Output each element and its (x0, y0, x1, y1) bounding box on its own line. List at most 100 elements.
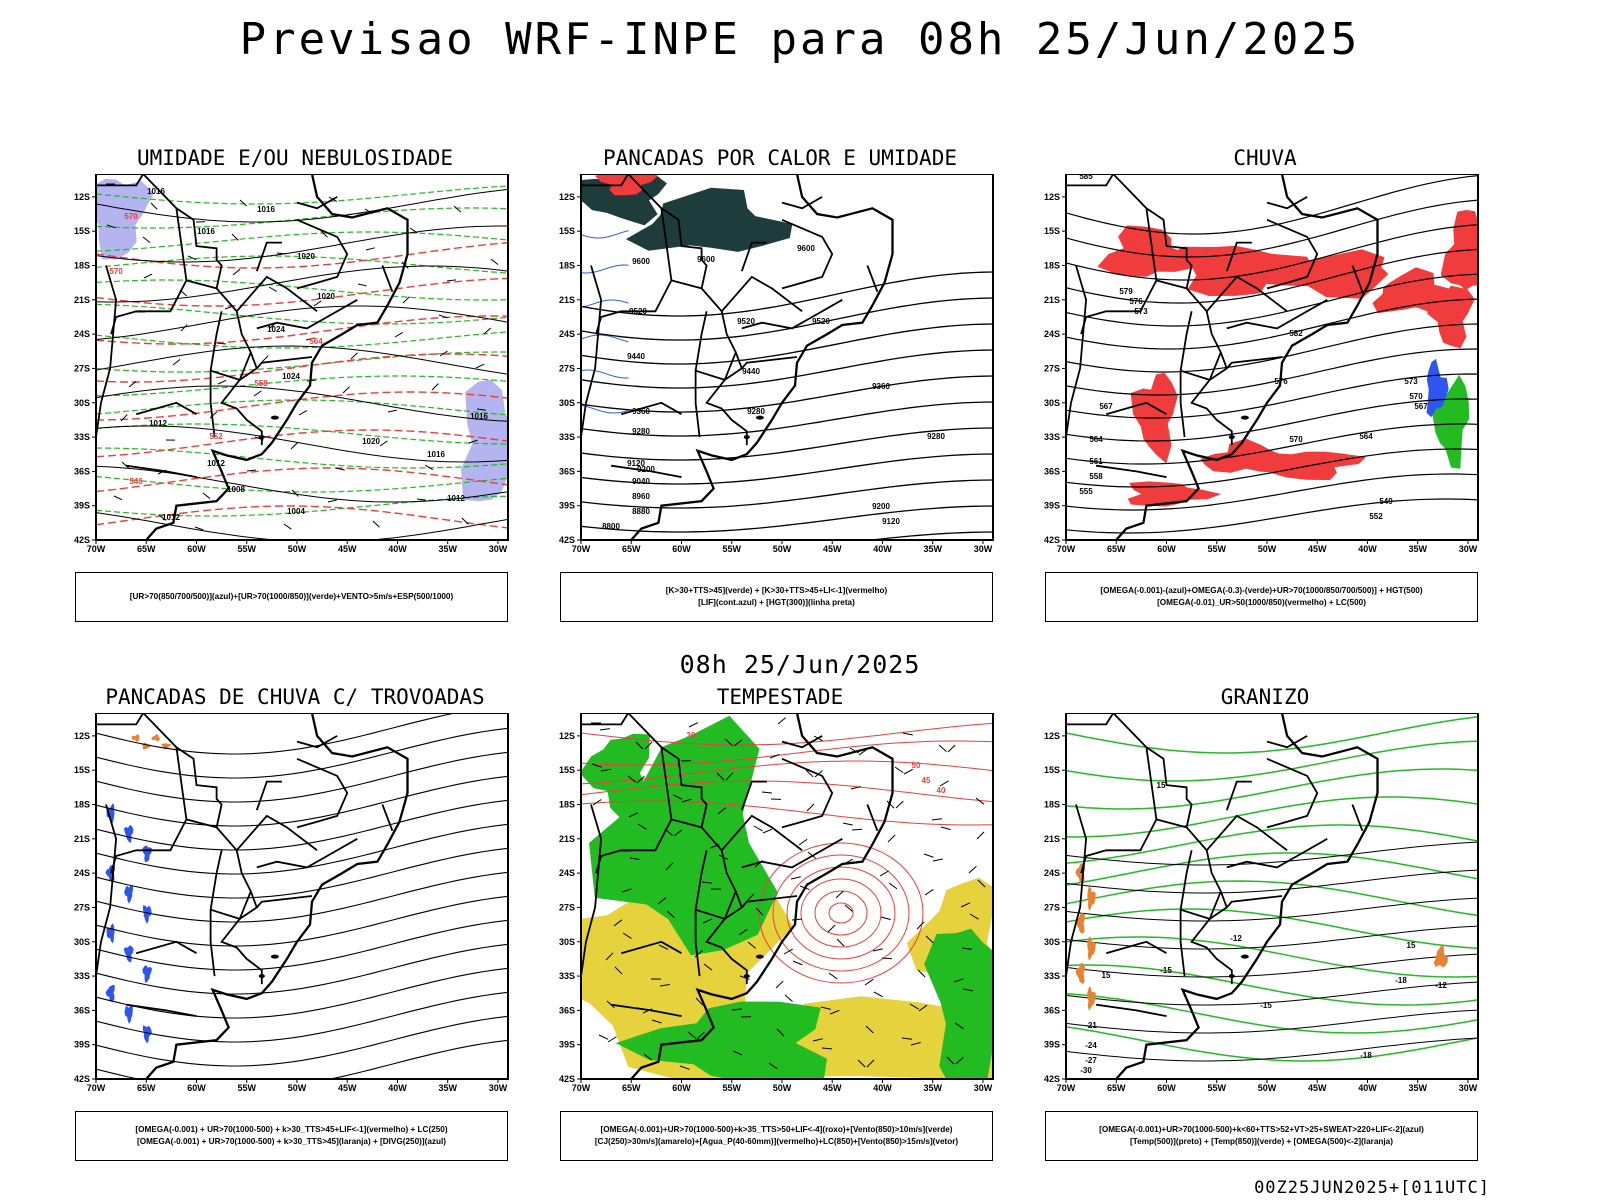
lon-label: 30W (974, 1083, 993, 1093)
lat-label: 18S (1044, 800, 1060, 810)
wind-vector (679, 1065, 690, 1070)
omega-area (1426, 358, 1449, 418)
lon-label: 55W (1207, 544, 1226, 554)
divergence-area (105, 984, 115, 1002)
temp-850-contour (1066, 908, 1478, 950)
border-line (1105, 940, 1167, 955)
map-chuva: 585 582 579 576 573 570 567 564 561 558 555 552 549 5… (1020, 174, 1510, 554)
coastline (630, 713, 894, 1079)
lon-label: 60W (187, 1083, 206, 1093)
contour-label: 9280 (632, 427, 650, 436)
humidity-high-area (96, 179, 154, 260)
wind-vector (658, 944, 669, 950)
lon-label: 30W (489, 544, 508, 554)
wind-vector (622, 932, 632, 939)
lon-label: 40W (873, 1083, 892, 1093)
lat-label: 39S (559, 1040, 575, 1050)
lon-label: 60W (672, 1083, 691, 1093)
temp-850-contour (1066, 716, 1478, 754)
coastline (1115, 713, 1379, 1079)
border-line (1066, 804, 1088, 1017)
wind-vector (805, 769, 814, 778)
legend-line: [OMEGA(-0.001)+UR>70(1000-500)+k>35_TTS>… (600, 1125, 953, 1134)
wind-vector (696, 1031, 705, 1040)
lat-label: 12S (1044, 192, 1060, 202)
thunderstorm-area (131, 734, 140, 742)
wind-vector (924, 889, 934, 896)
wind-vector (600, 768, 611, 772)
lat-label: 36S (74, 1005, 90, 1015)
lc850-contour (758, 842, 924, 984)
border-line (581, 174, 748, 446)
wind-vector (717, 807, 727, 815)
wind-vector (932, 858, 943, 862)
coastline (145, 713, 409, 1079)
lat-label: 33S (1044, 971, 1060, 981)
border-line (721, 814, 803, 852)
border-line (256, 299, 358, 330)
height-contour (1066, 398, 1478, 442)
wind-vector (747, 941, 757, 949)
wind-vector (887, 834, 896, 843)
wind-vector (701, 881, 712, 884)
height-contour (581, 479, 993, 509)
map-layer: 5855825795765735705675645615585555525495… (1066, 174, 1478, 540)
panel-chuva: CHUVA 585 582 579 576 573 570 567 564 561 558 555 5… (1020, 146, 1510, 636)
lon-label: 35W (1408, 1083, 1427, 1093)
wind-vector (180, 324, 188, 332)
lat-label: 15S (559, 765, 575, 775)
wind-vector (232, 268, 241, 276)
lon-label: 35W (923, 544, 942, 554)
legend-line: [OMEGA(-0.001)+UR>70(1000-500)+k<60+TTS>… (1099, 1125, 1424, 1134)
wind-vector (925, 935, 934, 944)
legend-box: [OMEGA(-0.001)+UR>70(1000-500)+k>35_TTS>… (560, 1111, 993, 1161)
wind-vector (931, 818, 942, 821)
wind-vector (216, 342, 226, 345)
lat-label: 39S (74, 501, 90, 511)
wind-vector (872, 948, 883, 952)
streamline (96, 943, 508, 995)
contour-label: 9280 (747, 407, 765, 416)
contour-label: 564 (1359, 432, 1373, 441)
wind-vector (828, 972, 838, 980)
border-line (110, 208, 188, 335)
lat-label: 18S (1044, 261, 1060, 271)
contour-label: 579 (1119, 287, 1133, 296)
lake (743, 435, 750, 440)
lat-label: 21S (559, 834, 575, 844)
lat-label: 33S (559, 971, 575, 981)
wind-vector (673, 829, 683, 837)
lat-label: 27S (1044, 902, 1060, 912)
temp-500-contour (1066, 925, 1478, 950)
border-line (741, 356, 798, 369)
temp-500-contour (1066, 897, 1478, 922)
wind-vector (202, 492, 211, 500)
wind-vector (725, 772, 734, 781)
map-frame (95, 713, 509, 1080)
wind-vector (113, 495, 123, 501)
contour-label: 546 (129, 477, 143, 486)
temp-850-contour (1066, 964, 1478, 1006)
pressure-isobar (96, 465, 508, 503)
lon-label: 65W (622, 1083, 641, 1093)
contour-label: 8880 (632, 507, 650, 516)
border-line (1156, 818, 1187, 829)
omega-500-area (1087, 886, 1096, 911)
contour-label: 1008 (227, 485, 245, 494)
border-line (255, 241, 282, 272)
lat-label: 33S (1044, 432, 1060, 442)
thickness-contour (96, 315, 508, 345)
contour-label: 1012 (149, 419, 167, 428)
lat-label: 24S (559, 868, 575, 878)
streamline (96, 1015, 508, 1067)
border-line (1226, 895, 1283, 908)
border-line (135, 401, 197, 416)
wind-vector (731, 1008, 742, 1011)
lon-label: 50W (773, 544, 792, 554)
lat-label: 42S (1044, 1074, 1060, 1084)
map-layer: 1016 1016 1016 1020 1020 1024 1024 1012 1012 1016… (96, 174, 508, 540)
legend-box: [K>30+TTS>45](verde) + [K>30+TTS>45+LI<-… (560, 572, 993, 622)
wind-vector (290, 442, 298, 450)
wind-vector (409, 227, 418, 234)
contour-label: 573 (1134, 307, 1148, 316)
